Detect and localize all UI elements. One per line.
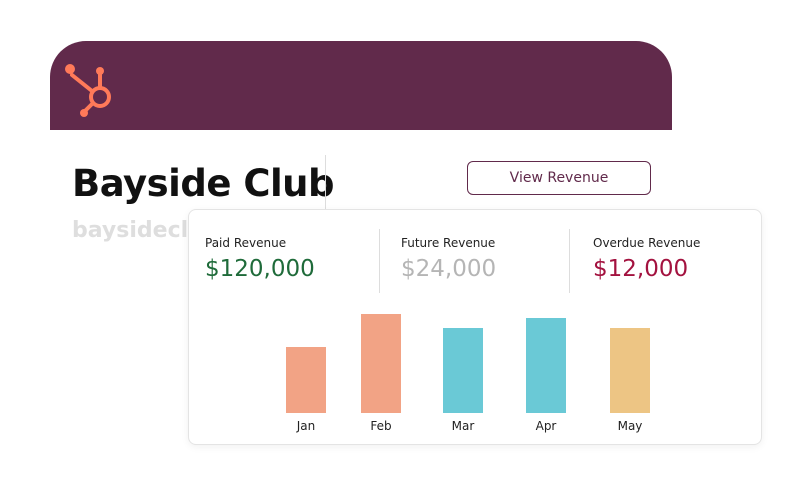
stat-value: $12,000 — [593, 256, 689, 282]
logo — [65, 64, 111, 117]
stat-value: $24,000 — [401, 256, 497, 282]
stat-label: Paid Revenue — [205, 236, 287, 250]
view-revenue-button[interactable]: View Revenue — [467, 161, 651, 195]
bar — [361, 314, 401, 413]
x-tick-label: Feb — [370, 419, 391, 433]
divider — [379, 229, 380, 293]
stat-value: $120,000 — [205, 256, 315, 282]
bar — [443, 328, 483, 413]
divider — [569, 229, 570, 293]
x-tick-label: Jan — [296, 419, 316, 433]
bar — [610, 328, 650, 413]
stat-label: Overdue Revenue — [593, 236, 701, 250]
header-band — [50, 41, 672, 130]
bar — [286, 347, 326, 413]
x-tick-label: May — [618, 419, 643, 433]
title: Bayside Club — [72, 162, 334, 205]
divider — [325, 155, 326, 210]
bar — [526, 318, 566, 413]
x-tick-label: Apr — [536, 419, 557, 433]
x-tick-label: Mar — [452, 419, 475, 433]
chart: Jan Feb Mar Apr May — [286, 314, 650, 433]
stat-label: Future Revenue — [401, 236, 496, 250]
subtitle: baysideclu — [72, 218, 204, 243]
revenue-card: Paid Revenue $120,000 Future Revenue $24… — [188, 209, 762, 445]
